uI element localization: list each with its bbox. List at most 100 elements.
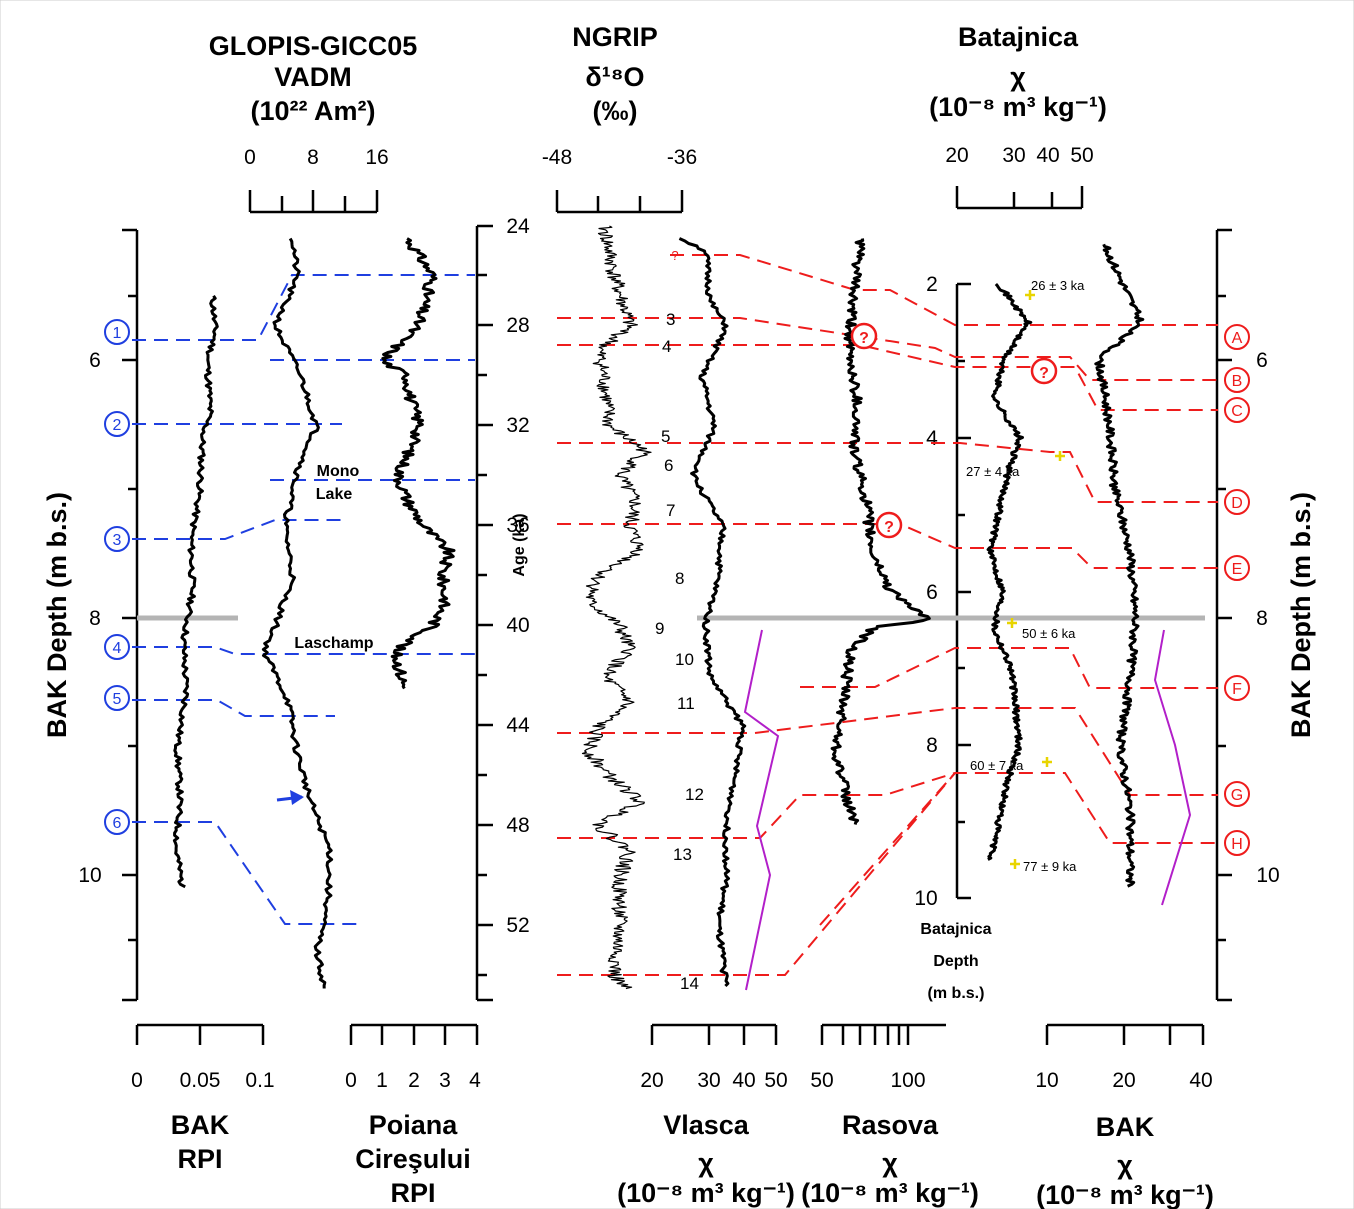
red-marker-A: A: [1232, 330, 1243, 347]
blue-arrow-icon: [290, 790, 304, 805]
ngrip-event-4: 4: [662, 337, 671, 356]
red-question-circle-0: [850, 322, 878, 350]
red-marker-C: C: [1231, 403, 1243, 420]
red-marker-D: D: [1231, 495, 1243, 512]
bak-depth-right-axis: 6 8 10 BAK Depth (m b.s.): [1215, 228, 1316, 1002]
bak-depth-left-tick-8: 8: [89, 607, 101, 630]
ngrip-event-5: 5: [661, 427, 670, 446]
date-cross-3: [1042, 757, 1052, 767]
rasova-tick-50: 50: [810, 1069, 833, 1092]
red-question-circle-2: [875, 511, 903, 539]
vlasca-title-1: Vlasca: [663, 1110, 750, 1140]
glopis-top-axis: 0 8 16: [244, 146, 389, 214]
mono-lake-label-2: Lake: [316, 486, 353, 503]
bat-depth-tick-6: 6: [926, 581, 938, 604]
ngrip-event-7: 7: [666, 501, 675, 520]
bak-depth-left-tick-6: 6: [89, 349, 101, 372]
bak-depth-right-label: BAK Depth (m b.s.): [1286, 492, 1316, 738]
blue-marker-circle-4: [104, 634, 130, 660]
bat-depth-label-2: Depth: [933, 953, 978, 970]
batajnica-top-axis: 20 30 40 50: [945, 144, 1094, 210]
rasova-tick-100: 100: [890, 1069, 925, 1092]
red-marker-circle-A: [1224, 324, 1250, 350]
age-tick-36: 36: [506, 514, 529, 537]
bak-chi-title-2: χ: [1117, 1150, 1133, 1180]
ngrip-subtitle: δ¹⁸O: [585, 62, 644, 92]
poiana-tick-0: 0: [345, 1069, 357, 1092]
vlasca-tick-20: 20: [640, 1069, 663, 1092]
blue-marker-circle-2: [104, 411, 130, 437]
bak-depth-left-axis: 6 8 10 BAK Depth (m b.s.): [42, 228, 139, 1002]
blue-marker-5: 5: [113, 691, 122, 708]
series-line-3: [581, 225, 652, 990]
ngrip-top-axis: -48 -36: [542, 146, 697, 214]
red-question-circle-1: [1030, 357, 1058, 385]
red-tie-H: [557, 772, 1218, 844]
blue-marker-3: 3: [113, 532, 122, 549]
vlasca-bottom-axis: 20 30 40 50: [640, 1023, 788, 1092]
ngrip-event-9: 9: [655, 619, 664, 638]
date-label-4: 77 ± 9 ka: [1023, 859, 1077, 874]
ngrip-tick-48: -48: [542, 146, 572, 169]
bak-chi-tick-20: 20: [1112, 1069, 1135, 1092]
red-tie-C: [557, 344, 1218, 411]
bak-depth-left-tick-10: 10: [78, 864, 101, 887]
glopis-title: GLOPIS-GICC05: [209, 31, 418, 61]
red-marker-circle-B: [1224, 367, 1250, 393]
vlasca-title-3: (10⁻⁸ m³ kg⁻¹): [617, 1178, 795, 1208]
ngrip-event-12: 12: [685, 785, 704, 804]
red-marker-circle-F: [1224, 675, 1250, 701]
bak-rpi-title-2: RPI: [177, 1144, 222, 1174]
bak-depth-left-label: BAK Depth (m b.s.): [42, 492, 72, 738]
bak-chi-bottom-axis: 10 20 40: [1035, 1023, 1213, 1092]
vlasca-tick-30: 30: [697, 1069, 720, 1092]
ngrip-tick-36: -36: [667, 146, 697, 169]
poiana-tick-4: 4: [469, 1069, 481, 1092]
age-axis-label: Age (ka): [511, 513, 528, 576]
bak-chi-tick-10: 10: [1035, 1069, 1058, 1092]
batajnica-tick-30: 30: [1002, 144, 1025, 167]
red-tie-lines: [557, 254, 1218, 976]
red-question-small: ?: [671, 248, 678, 263]
blue-tie-4: [132, 646, 475, 655]
date-label-3: 60 ± 7 ka: [970, 758, 1024, 773]
blue-marker-4: 4: [113, 640, 122, 657]
bak-depth-right-tick-6: 6: [1256, 349, 1268, 372]
series-line-1: [261, 237, 334, 989]
rasova-title-3: (10⁻⁸ m³ kg⁻¹): [801, 1178, 979, 1208]
red-tie-B: [557, 317, 1218, 381]
bat-depth-tick-10: 10: [914, 887, 937, 910]
vlasca-tick-40: 40: [732, 1069, 755, 1092]
blue-marker-circle-6: [104, 809, 130, 835]
red-tie-G: [557, 707, 1218, 796]
red-marker-G: G: [1231, 787, 1243, 804]
bak-chi-tick-40: 40: [1189, 1069, 1212, 1092]
bak-rpi-tick-005: 0.05: [180, 1069, 221, 1092]
series-line-7: [1094, 243, 1145, 888]
red-marker-B: B: [1232, 373, 1243, 390]
glopis-tick-16: 16: [365, 146, 388, 169]
blue-marker-circle-1: [104, 319, 130, 345]
batajnica-tick-50: 50: [1070, 144, 1093, 167]
batajnica-header: Batajnica χ (10⁻⁸ m³ kg⁻¹): [929, 22, 1107, 122]
ngrip-event-10: 10: [675, 650, 694, 669]
series-line-4: [678, 237, 747, 988]
series-line-6: [986, 283, 1033, 861]
bak-chi-title-1: BAK: [1096, 1112, 1155, 1142]
date-label-2: 50 ± 6 ka: [1022, 626, 1076, 641]
vlasca-magenta-trend: [743, 629, 780, 991]
bak-depth-right-tick-10: 10: [1256, 864, 1279, 887]
age-tick-48: 48: [506, 814, 529, 837]
red-marker-circle-D: [1224, 489, 1250, 515]
batajnica-tick-20: 20: [945, 144, 968, 167]
ngrip-event-8: 8: [675, 569, 684, 588]
red-tie-D: [557, 442, 1218, 503]
red-tie-14: [557, 772, 956, 976]
ngrip-unit: (‰): [593, 96, 638, 126]
bak-magenta-trend: [1153, 629, 1192, 906]
date-label-0: 26 ± 3 ka: [1031, 278, 1085, 293]
series-line-2: [381, 237, 456, 690]
bat-depth-tick-8: 8: [926, 734, 938, 757]
glopis-tick-0: 0: [244, 146, 256, 169]
